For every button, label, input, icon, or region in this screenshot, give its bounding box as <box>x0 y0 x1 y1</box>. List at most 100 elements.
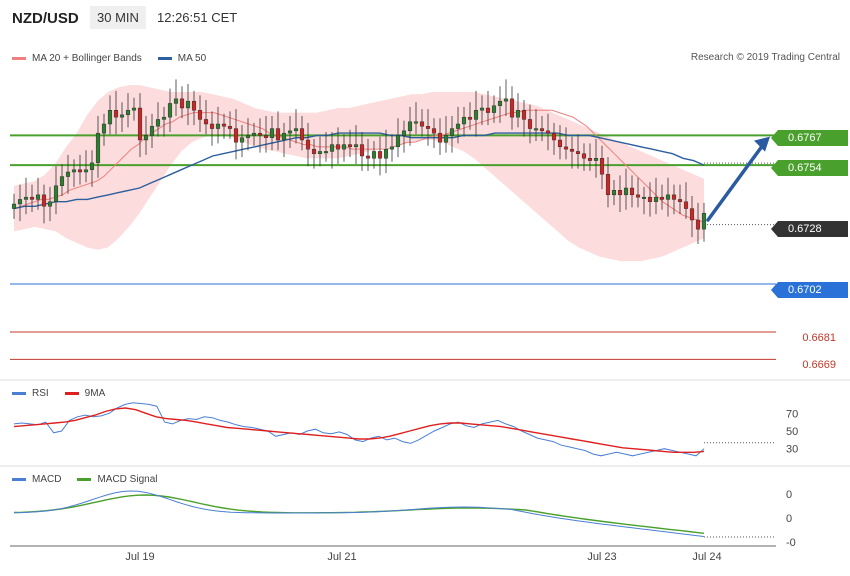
macd-legend: MACD MACD Signal <box>12 474 173 485</box>
ma50-line <box>13 132 705 210</box>
level-badge-current: 0.6728 <box>771 221 848 237</box>
candle-body <box>455 123 461 129</box>
rsi-tick-label: 30 <box>786 444 798 456</box>
legend-rsi-label: RSI <box>32 388 49 399</box>
research-credit: Research © 2019 Trading Central <box>690 52 840 63</box>
candle-body <box>581 153 587 159</box>
candle-body <box>137 107 143 141</box>
candle-body <box>35 194 41 200</box>
candle-body <box>173 98 179 104</box>
candle-body <box>371 151 377 159</box>
candle-body <box>623 187 629 196</box>
candle-body <box>53 185 59 202</box>
legend-rsi-ma-label: 9MA <box>84 388 106 399</box>
rsi-tick-label: 50 <box>786 426 798 438</box>
candle-body <box>563 146 569 150</box>
legend-ma50-label: MA 50 <box>177 53 207 64</box>
candle-body <box>641 196 647 199</box>
rsi-line <box>13 402 705 457</box>
candle-body <box>467 116 473 120</box>
candle-body <box>275 128 281 141</box>
candle-body <box>209 123 215 129</box>
candle-body <box>491 105 497 113</box>
candle-body <box>527 119 533 129</box>
level-badge-r1: 0.6754 <box>771 160 848 176</box>
legend-rsi-ma: 9MA <box>64 388 106 399</box>
candle-body <box>635 194 641 198</box>
candle-body <box>131 107 137 111</box>
candle-body <box>29 196 35 200</box>
candle-body <box>413 121 419 124</box>
candle-body <box>509 98 515 118</box>
candle-body <box>671 194 677 200</box>
candle-body <box>545 130 551 134</box>
time-tick-label: Jul 24 <box>692 551 721 563</box>
candle-body <box>71 169 77 173</box>
macd-line <box>13 490 705 537</box>
candle-body <box>617 190 623 196</box>
time-tick-label: Jul 23 <box>587 551 616 563</box>
timeframe-badge[interactable]: 30 MIN <box>90 6 146 29</box>
candle-body <box>77 169 83 173</box>
candle-body <box>599 158 605 175</box>
candle-body <box>665 194 671 200</box>
candle-body <box>539 128 545 132</box>
candle-body <box>389 146 395 150</box>
candle-body <box>647 196 653 202</box>
candle-body <box>251 132 257 136</box>
candle-body <box>605 174 611 196</box>
candle-body <box>437 132 443 143</box>
candle-body <box>41 194 47 207</box>
time-tick-label: Jul 21 <box>327 551 356 563</box>
candle-body <box>335 144 341 150</box>
macd-tick-label: -0 <box>786 537 796 549</box>
candle-body <box>551 132 557 141</box>
candle-body <box>281 132 287 141</box>
candle-body <box>593 158 599 161</box>
candle-body <box>329 144 335 152</box>
rsi-ma-line <box>13 407 705 453</box>
candle-body <box>701 212 707 230</box>
candle-body <box>575 151 581 154</box>
candle-body <box>569 148 575 152</box>
candle-body <box>341 144 347 150</box>
candle-body <box>23 196 29 200</box>
legend-macd: MACD <box>12 474 61 485</box>
legend-ma20: MA 20 + Bollinger Bands <box>12 53 142 64</box>
candle-body <box>419 121 425 127</box>
candle-body <box>143 135 149 141</box>
legend-swatch-icon <box>12 57 26 60</box>
candle-body <box>101 123 107 134</box>
candle-body <box>359 144 365 157</box>
candle-body <box>485 107 491 113</box>
candle-body <box>347 144 353 148</box>
candle-body <box>221 123 227 127</box>
candle-body <box>377 151 383 159</box>
legend-swatch-icon <box>12 478 26 481</box>
rsi-legend: RSI 9MA <box>12 388 121 399</box>
candle-body <box>179 98 185 109</box>
candle-body <box>443 135 449 143</box>
level-label-s1: 0.6681 <box>802 332 836 344</box>
legend-macd-signal-label: MACD Signal <box>97 474 158 485</box>
candle-body <box>533 128 539 131</box>
candle-body <box>311 148 317 154</box>
candle-body <box>89 162 95 170</box>
forecast-arrow-shaft <box>706 141 766 222</box>
candle-body <box>107 110 113 125</box>
candle-body <box>449 128 455 136</box>
candle-body <box>293 128 299 132</box>
candle-body <box>557 139 563 148</box>
candle-body <box>629 187 635 196</box>
time-axis: Jul 19 Jul 21 Jul 23 Jul 24 <box>0 379 850 563</box>
candle-body <box>59 176 65 186</box>
candle-body <box>47 201 53 207</box>
candle-body <box>365 155 371 159</box>
candle-body <box>113 110 119 118</box>
candle-body <box>317 151 323 154</box>
candle-body <box>659 196 665 200</box>
candle-body <box>119 114 125 118</box>
candle-body <box>167 103 173 118</box>
candle-body <box>521 110 527 120</box>
